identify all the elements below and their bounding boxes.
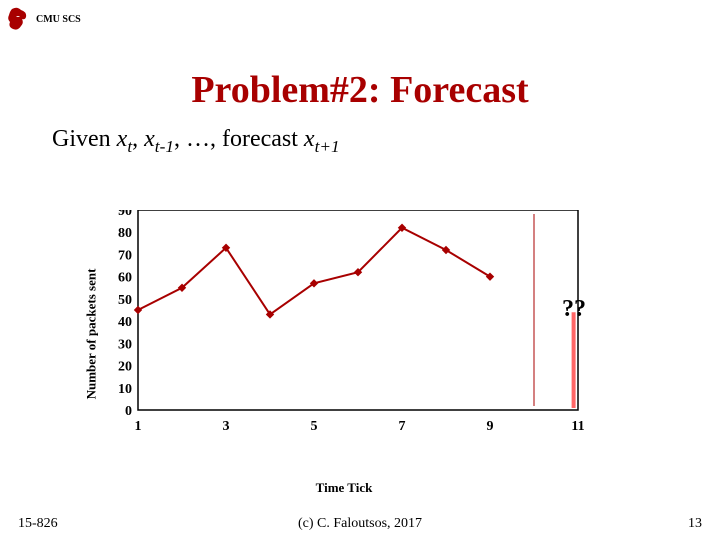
- chart-ylabel: Number of packets sent: [83, 269, 99, 400]
- logo-griffin-icon: [8, 6, 30, 32]
- svg-text:3: 3: [223, 419, 230, 434]
- footer-left: 15-826: [18, 516, 58, 532]
- subtitle-part1: Given: [52, 126, 117, 152]
- sub-tp1: t+1: [315, 137, 340, 156]
- header-label: CMU SCS: [36, 14, 81, 25]
- header: CMU SCS: [0, 0, 720, 38]
- svg-text:0: 0: [125, 404, 132, 419]
- chart-area: Number of packets sent Time Tick 0102030…: [84, 210, 604, 458]
- footer-center: (c) C. Faloutsos, 2017: [298, 516, 422, 532]
- svg-text:90: 90: [118, 210, 132, 219]
- svg-text:70: 70: [118, 248, 132, 263]
- subtitle-part2: , …, forecast: [174, 126, 304, 152]
- svg-text:40: 40: [118, 315, 132, 330]
- svg-text:20: 20: [118, 360, 132, 375]
- svg-text:60: 60: [118, 271, 132, 286]
- svg-text:11: 11: [571, 419, 584, 434]
- svg-text:9: 9: [487, 419, 494, 434]
- footer-right: 13: [688, 516, 702, 532]
- svg-text:7: 7: [399, 419, 406, 434]
- chart-svg: 0 10 20 30 40 50 60 70 80 90 1 3 5 7 9 11: [84, 210, 604, 458]
- sub-tm1: t-1: [155, 137, 174, 156]
- chart-xlabel: Time Tick: [316, 480, 373, 496]
- svg-text:1: 1: [135, 419, 142, 434]
- svg-text:10: 10: [118, 382, 132, 397]
- svg-text:30: 30: [118, 337, 132, 352]
- svg-text:5: 5: [311, 419, 318, 434]
- svg-text:80: 80: [118, 226, 132, 241]
- forecast-question-annotation: ??: [562, 296, 586, 323]
- sub-t: t: [127, 137, 132, 156]
- subtitle: Given xt, xt-1, …, forecast xt+1: [52, 126, 720, 157]
- svg-text:50: 50: [118, 293, 132, 308]
- page-title: Problem#2: Forecast: [0, 68, 720, 112]
